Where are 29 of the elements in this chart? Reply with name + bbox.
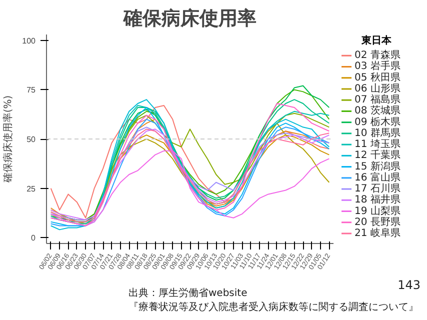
source-note: 出典：厚生労働省website	[128, 287, 248, 299]
legend-label: 07 福島県	[354, 94, 400, 106]
legend-label: 20 長野県	[354, 216, 400, 228]
legend-label: 16 富山県	[354, 171, 400, 184]
y-tick-label: 25	[26, 184, 36, 194]
y-tick-label: 50	[26, 135, 36, 144]
legend-label: 18 福井県	[354, 194, 400, 206]
legend-label: 08 茨城県	[354, 104, 400, 117]
text: 『療養状況等及び入院患者受入病床数等に関する調査について』	[128, 301, 418, 313]
legend-label: 17 石川県	[354, 182, 400, 195]
legend-label: 11 埼玉県	[354, 138, 400, 150]
y-tick-label: 100	[22, 36, 36, 46]
legend-label: 09 栃木県	[354, 116, 400, 128]
legend-label: 19 山梨県	[354, 204, 400, 217]
legend-label: 03 岩手県	[354, 60, 400, 72]
legend-label: 10 群馬県	[354, 126, 400, 139]
y-tick-label: 75	[26, 86, 36, 95]
text: 143	[398, 278, 420, 292]
legend-label: 21 岐阜県	[354, 226, 400, 239]
legend-label: 02 青森県	[354, 49, 400, 62]
y-tick-label: 0	[31, 234, 36, 243]
legend-title: 東日本	[360, 34, 392, 47]
legend-label: 15 新潟県	[354, 160, 400, 172]
line-series	[50, 150, 330, 226]
legend-label: 05 秋田県	[354, 71, 400, 84]
legend-label: 06 山形県	[354, 82, 400, 94]
y-axis-title: 確保病床使用率(%)	[2, 95, 14, 184]
legend-label: 12 千葉県	[354, 149, 400, 162]
chart-title: 確保病床使用率	[122, 8, 256, 30]
